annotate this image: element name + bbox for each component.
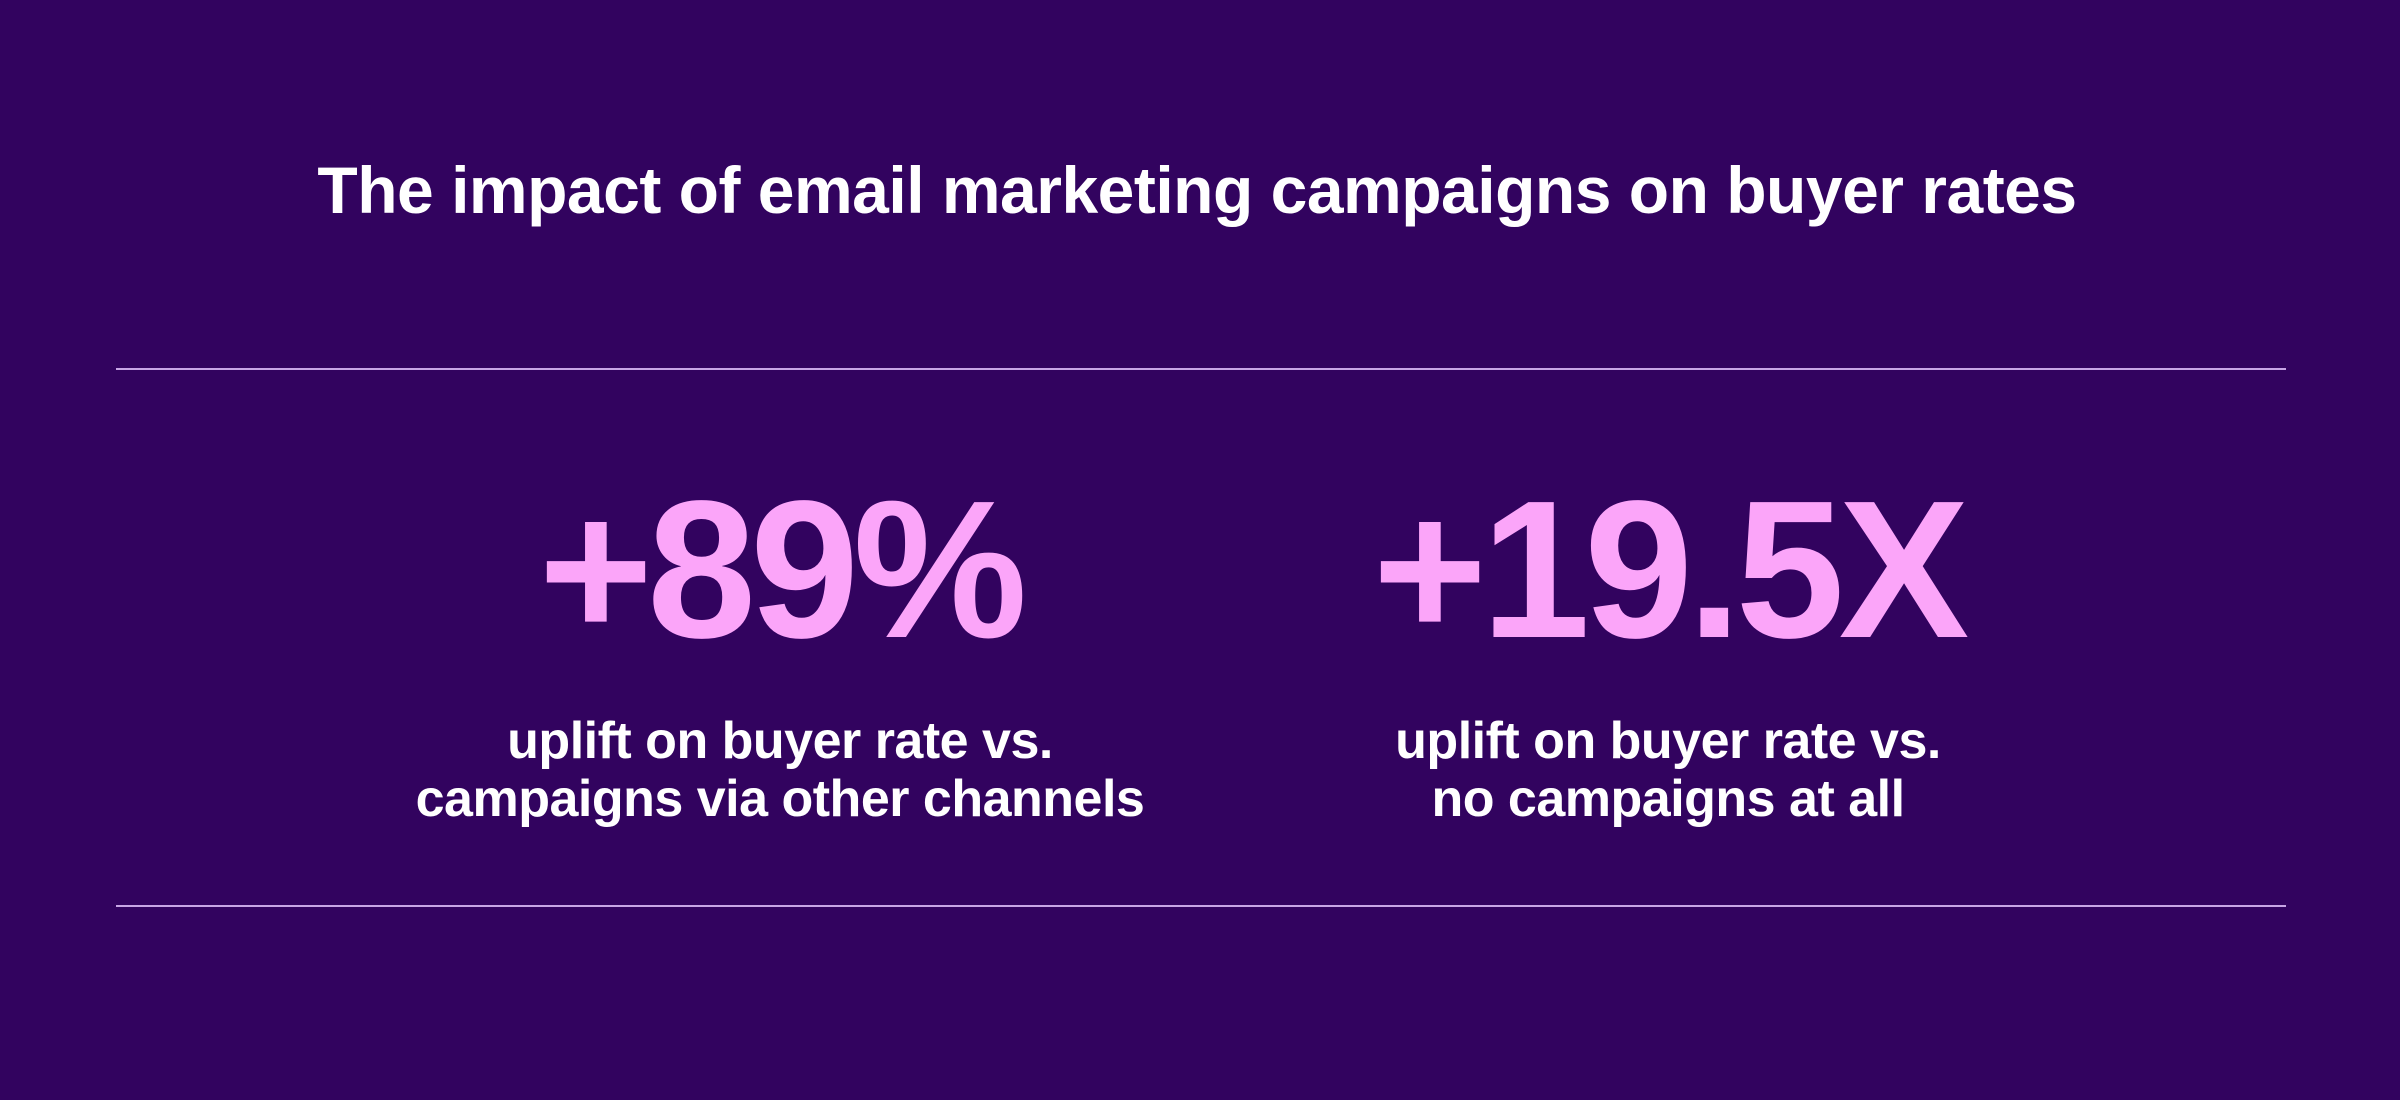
stat-caption-line: uplift on buyer rate vs.: [1395, 712, 1941, 770]
stat-block-no-campaigns: +19.5X uplift on buyer rate vs. no campa…: [1228, 460, 2108, 829]
stat-caption: uplift on buyer rate vs. campaigns via o…: [340, 712, 1220, 828]
stat-caption: uplift on buyer rate vs. no campaigns at…: [1228, 712, 2108, 828]
stat-caption-line: uplift on buyer rate vs.: [507, 712, 1053, 770]
stat-value: +89%: [538, 460, 1028, 679]
stat-caption-line: no campaigns at all: [1431, 770, 1905, 828]
bottom-divider: [116, 905, 2286, 907]
stat-value: +19.5X: [1372, 460, 1970, 679]
stat-block-other-channels: +89% uplift on buyer rate vs. campaigns …: [340, 460, 1220, 829]
stat-caption-line: campaigns via other channels: [415, 770, 1145, 828]
top-divider: [116, 368, 2286, 370]
page-title: The impact of email marketing campaigns …: [317, 153, 2077, 227]
